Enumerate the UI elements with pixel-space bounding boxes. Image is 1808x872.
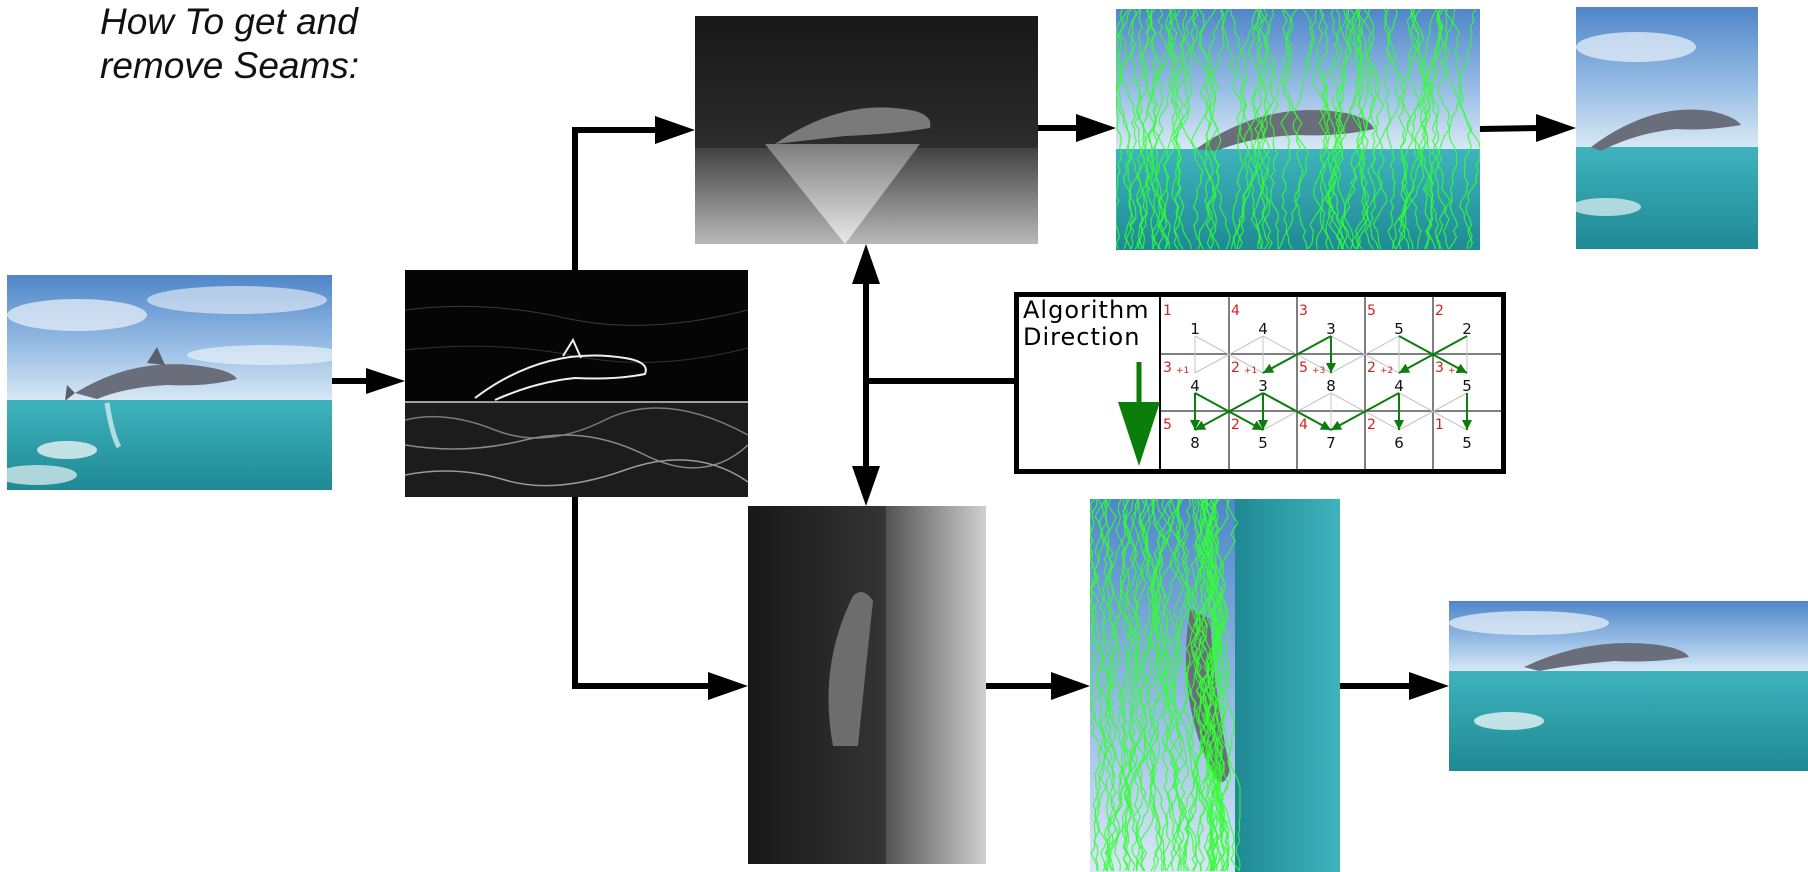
arrowhead-to-vertical-energy <box>655 116 695 144</box>
arrow-edge-to-vertical-energy <box>575 130 660 270</box>
arrow-vertical-seams-to-result <box>1480 128 1540 129</box>
arrowhead-down <box>852 466 880 506</box>
arrow-edge-to-horizontal-energy <box>575 497 712 686</box>
arrowhead-to-vertical-seams <box>1076 114 1116 142</box>
arrowhead-to-horizontal-energy <box>708 672 748 700</box>
arrowhead-up <box>852 244 880 284</box>
arrowhead-original-to-edge <box>366 368 405 394</box>
arrowhead-to-vertical-result <box>1536 114 1576 142</box>
arrowhead-to-horizontal-result <box>1409 672 1449 700</box>
arrowhead-to-horizontal-seams <box>1051 672 1090 700</box>
